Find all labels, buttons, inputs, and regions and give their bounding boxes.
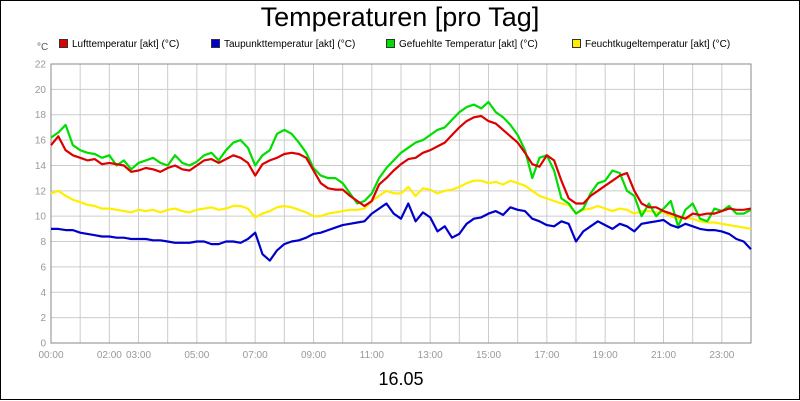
y-tick-label: 20 [35,85,47,96]
legend-label: Taupunkttemperatur [akt] (°C) [224,39,356,50]
x-tick-label: 07:00 [243,350,268,361]
x-tick-label: 17:00 [534,350,559,361]
legend-label: Gefuehlte Temperatur [akt] (°C) [399,39,538,50]
y-tick-label: 2 [40,313,46,324]
y-tick-label: 22 [35,60,47,71]
chart-title: Temperaturen [pro Tag] [260,2,540,32]
x-tick-label: 09:00 [301,350,326,361]
y-tick-label: 12 [35,186,47,197]
series-line-2 [50,100,752,228]
legend-item: Gefuehlte Temperatur [akt] (°C) [386,38,538,50]
legend-swatch [211,38,220,48]
legend-swatch [572,38,581,48]
y-tick-label: 6 [40,262,46,273]
y-tick-label: 10 [35,212,47,223]
y-tick-label: 16 [35,136,47,147]
legend-item: Feuchtkugeltemperatur [akt] (°C) [572,38,731,50]
y-tick-label: 8 [40,237,46,248]
y-tick-label: 18 [35,110,47,121]
legend-label: Feuchtkugeltemperatur [akt] (°C) [585,39,731,50]
legend-swatch [59,38,68,48]
plot-border [50,63,752,344]
x-tick-label: 21:00 [651,350,676,361]
legend-item: Taupunkttemperatur [akt] (°C) [211,38,356,50]
y-tick-label: 0 [40,339,46,350]
x-tick-label: 03:00 [126,350,151,361]
x-tick-label: 13:00 [418,350,443,361]
date-label: 16.05 [378,369,424,389]
y-axis-unit: °C [37,42,49,53]
series-line-0 [50,114,752,220]
x-tick-label: 11:00 [360,350,385,361]
x-tick-label: 23:00 [709,350,734,361]
legend-item: Lufttemperatur [akt] (°C) [59,38,180,50]
y-tick-label: 4 [40,288,46,299]
y-tick-label: 14 [35,161,47,172]
legend-label: Lufttemperatur [akt] (°C) [72,39,180,50]
x-tick-label: 05:00 [184,350,209,361]
series-line-1 [51,202,752,262]
x-tick-label: 19:00 [593,350,618,361]
series-line-3 [50,179,752,230]
x-tick-label: 02:00 [97,350,122,361]
legend-swatch [386,38,395,48]
x-tick-label: 00:00 [38,350,63,361]
x-tick-label: 15:00 [476,350,501,361]
